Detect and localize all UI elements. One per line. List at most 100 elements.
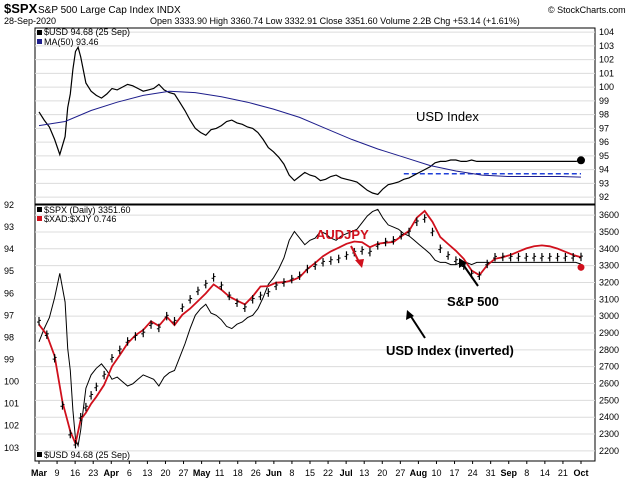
left-tick-label: 96: [4, 288, 14, 298]
left-tick-label: 98: [4, 332, 14, 342]
audjpy-last-value-marker: [577, 263, 585, 271]
sp500-annotation: S&P 500: [447, 294, 499, 309]
x-tick-label: 16: [70, 468, 80, 478]
bottom-panel-left-axis: 92 93 94 95 96 97 98 99 100 101 102 103: [4, 200, 19, 453]
x-tick-label: 27: [179, 468, 189, 478]
usd-legend-label: $USD 94.68 (25 Sep): [44, 27, 130, 37]
bottom-panel-grid: [35, 214, 595, 452]
x-tick-label: 8: [289, 468, 294, 478]
y-tick-label: 97: [599, 123, 609, 133]
y-tick-label: 102: [599, 55, 614, 65]
right-tick-label: 3600: [599, 210, 619, 220]
y-tick-label: 100: [599, 82, 614, 92]
usd-inverted-arrowhead: [406, 310, 414, 320]
x-tick-label: 23: [88, 468, 98, 478]
right-tick-label: 3100: [599, 294, 619, 304]
usd-inverted-line: [38, 208, 582, 448]
top-panel-series: [38, 45, 585, 196]
x-tick-label: May: [193, 468, 211, 478]
spx-legend-swatch: [37, 207, 42, 212]
x-tick-label: Aug: [410, 468, 428, 478]
x-tick-label: Jul: [340, 468, 353, 478]
left-tick-label: 95: [4, 266, 14, 276]
y-tick-label: 96: [599, 137, 609, 147]
audjpy-line: [38, 209, 582, 447]
usd-legend-swatch: [37, 30, 42, 35]
x-tick-label: Apr: [104, 468, 120, 478]
right-tick-label: 2400: [599, 412, 619, 422]
top-legend: $USD 94.68 (25 Sep) MA(50) 93.46: [37, 27, 130, 47]
y-tick-label: 101: [599, 68, 614, 78]
usd-inverted-arrow: [409, 314, 426, 339]
sp500-arrowhead: [459, 258, 467, 268]
x-tick-label: Jun: [266, 468, 282, 478]
usd-price-line: [38, 45, 582, 196]
x-tick-label: 24: [468, 468, 478, 478]
left-tick-label: 103: [4, 443, 19, 453]
right-tick-label: 2200: [599, 446, 619, 456]
x-tick-label: 13: [142, 468, 152, 478]
right-tick-label: 3500: [599, 227, 619, 237]
y-tick-label: 95: [599, 151, 609, 161]
left-tick-label: 94: [4, 244, 14, 254]
y-tick-label: 94: [599, 165, 609, 175]
ma-legend-label: MA(50) 93.46: [44, 37, 99, 47]
x-tick-label: 21: [558, 468, 568, 478]
right-tick-label: 3000: [599, 311, 619, 321]
usd-last-value-marker: [577, 156, 585, 165]
usd-index-annotation: USD Index: [416, 109, 479, 124]
x-tick-label: Mar: [31, 468, 48, 478]
left-tick-label: 97: [4, 310, 14, 320]
x-tick-label: 27: [395, 468, 405, 478]
left-tick-label: 92: [4, 200, 14, 210]
usd-inverted-annotation: USD Index (inverted): [386, 343, 514, 358]
left-tick-label: 101: [4, 399, 19, 409]
right-tick-label: 2800: [599, 345, 619, 355]
x-tick-label: 14: [540, 468, 550, 478]
bottom-panel-series: [37, 208, 585, 449]
index-name: S&P 500 Large Cap Index INDX: [38, 5, 181, 16]
y-tick-label: 98: [599, 110, 609, 120]
audjpy-legend-label: $XAD:$XJY 0.746: [44, 214, 116, 224]
ma-legend-swatch: [37, 39, 42, 44]
bottom-legend: $SPX (Daily) 3351.60 $XAD:$XJY 0.746 $US…: [37, 205, 131, 460]
x-tick-label: Sep: [500, 468, 517, 478]
y-tick-label: 93: [599, 178, 609, 188]
right-tick-label: 2500: [599, 395, 619, 405]
right-tick-label: 2900: [599, 328, 619, 338]
x-tick-label: 10: [431, 468, 441, 478]
x-tick-label: 18: [233, 468, 243, 478]
x-tick-label: 15: [305, 468, 315, 478]
right-tick-label: 3300: [599, 261, 619, 271]
audjpy-arrowhead: [355, 259, 364, 268]
chart-date: 28-Sep-2020: [4, 16, 56, 26]
x-tick-label: 9: [55, 468, 60, 478]
left-tick-label: 100: [4, 377, 19, 387]
x-tick-label: 11: [215, 468, 224, 478]
y-tick-label: 104: [599, 27, 614, 37]
y-tick-label: 99: [599, 96, 609, 106]
stockcharts-credit: © StockCharts.com: [548, 5, 626, 15]
x-tick-label: 13: [359, 468, 369, 478]
left-tick-label: 93: [4, 222, 14, 232]
symbol-title: $SPX: [4, 1, 38, 16]
right-tick-label: 2300: [599, 429, 619, 439]
top-panel-grid: [35, 31, 595, 198]
bottom-annotations: AUDJPY S&P 500 USD Index (inverted): [316, 227, 514, 358]
x-tick-label: 8: [524, 468, 529, 478]
audjpy-legend-swatch: [37, 216, 42, 221]
left-tick-label: 99: [4, 354, 14, 364]
x-tick-label: 26: [251, 468, 261, 478]
y-tick-label: 92: [599, 192, 609, 202]
x-axis: Mar 9 16 23 Apr 6 13 20 27 May 11 18 26 Jun 8 15 22 Jul 13…: [31, 461, 589, 478]
x-tick-label: 31: [486, 468, 496, 478]
usd-bottom-legend-label: $USD 94.68 (25 Sep): [44, 450, 130, 460]
x-tick-label: 6: [127, 468, 132, 478]
audjpy-annotation: AUDJPY: [316, 227, 369, 242]
x-tick-label: Oct: [573, 468, 588, 478]
top-panel-y-axis: 92 93 94 95 96 97 98 99 100 101 102 103 104: [599, 27, 614, 202]
ohlc-stats: Open 3333.90 High 3360.74 Low 3332.91 Cl…: [150, 16, 520, 26]
right-tick-label: 3400: [599, 244, 619, 254]
x-tick-label: 20: [377, 468, 387, 478]
